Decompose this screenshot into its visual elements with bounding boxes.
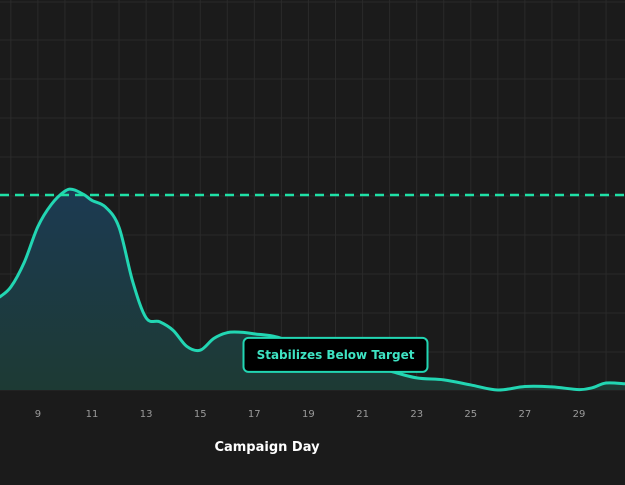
x-tick-label-25: 25 [464, 409, 477, 420]
x-tick-label-27: 27 [519, 409, 532, 420]
series-area-fill [0, 189, 625, 391]
x-axis-ticks: 9 11 13 15 17 19 21 23 25 27 29 [35, 409, 586, 420]
annotation-layer: Stabilizes Below Target [242, 336, 429, 373]
annotation-text: Stabilizes Below Target [257, 348, 415, 362]
x-tick-label-17: 17 [248, 409, 261, 420]
x-tick-label-23: 23 [410, 409, 423, 420]
x-tick-label-9: 9 [35, 409, 41, 420]
series-area-layer [0, 187, 625, 392]
x-tick-label-21: 21 [356, 409, 369, 420]
x-tick-label-11: 11 [86, 409, 99, 420]
x-tick-label-13: 13 [140, 409, 153, 420]
x-tick-label-19: 19 [302, 409, 315, 420]
series-line [0, 187, 625, 392]
annotation-box [242, 336, 429, 373]
x-tick-label-15: 15 [194, 409, 207, 420]
x-tick-label-29: 29 [573, 409, 586, 420]
x-axis-title: Campaign Day [214, 440, 320, 455]
